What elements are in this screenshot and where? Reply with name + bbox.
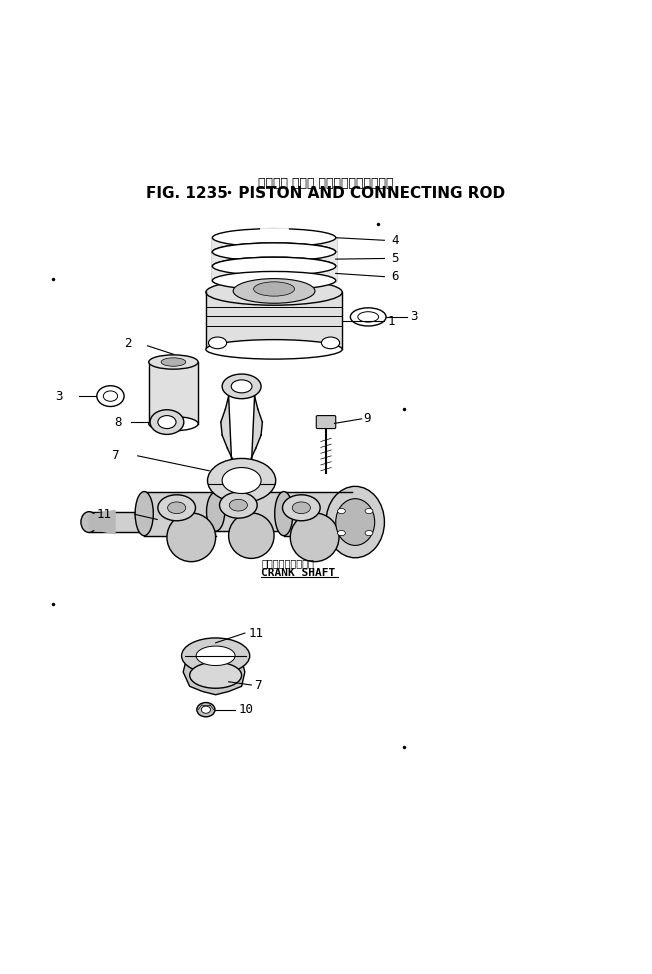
Ellipse shape (207, 459, 276, 503)
Ellipse shape (149, 417, 198, 431)
Ellipse shape (158, 495, 196, 521)
Text: 3: 3 (410, 311, 418, 323)
FancyBboxPatch shape (316, 416, 336, 429)
Ellipse shape (222, 468, 261, 494)
Ellipse shape (350, 308, 386, 326)
Ellipse shape (97, 386, 124, 406)
Ellipse shape (196, 646, 235, 665)
Polygon shape (216, 492, 280, 531)
Ellipse shape (181, 638, 250, 674)
Ellipse shape (206, 280, 342, 305)
Ellipse shape (274, 492, 293, 536)
Ellipse shape (161, 357, 186, 366)
Text: 10: 10 (239, 703, 254, 716)
Ellipse shape (220, 492, 257, 518)
Ellipse shape (326, 486, 385, 558)
Ellipse shape (213, 257, 336, 276)
Ellipse shape (209, 337, 227, 349)
Ellipse shape (365, 531, 373, 536)
Polygon shape (221, 396, 262, 468)
Text: FIG. 1235  PISTON AND CONNECTING ROD: FIG. 1235 PISTON AND CONNECTING ROD (147, 186, 505, 202)
Polygon shape (284, 492, 352, 536)
Ellipse shape (230, 500, 248, 511)
Polygon shape (89, 510, 115, 534)
Ellipse shape (149, 355, 198, 369)
Ellipse shape (290, 513, 339, 562)
Text: クランク　シャフト: クランク シャフト (261, 559, 314, 569)
Ellipse shape (103, 391, 117, 401)
Ellipse shape (213, 243, 336, 261)
Text: 5: 5 (391, 252, 398, 265)
Polygon shape (183, 659, 245, 694)
Ellipse shape (358, 312, 379, 322)
Polygon shape (213, 266, 336, 281)
Ellipse shape (338, 531, 346, 536)
Text: 7: 7 (111, 449, 118, 463)
Ellipse shape (207, 492, 225, 531)
Polygon shape (213, 238, 336, 252)
Ellipse shape (158, 416, 176, 429)
Ellipse shape (81, 511, 97, 533)
Polygon shape (144, 492, 216, 536)
Polygon shape (206, 292, 342, 350)
Text: CRANK SHAFT: CRANK SHAFT (261, 568, 335, 578)
Ellipse shape (150, 410, 184, 434)
Ellipse shape (206, 340, 342, 359)
Text: 4: 4 (391, 234, 398, 246)
Ellipse shape (233, 279, 315, 303)
Polygon shape (149, 362, 198, 424)
Ellipse shape (213, 272, 336, 289)
Text: 9: 9 (364, 412, 371, 426)
Ellipse shape (213, 243, 336, 261)
Text: 2: 2 (125, 337, 132, 351)
Ellipse shape (213, 229, 336, 246)
Text: 11: 11 (96, 507, 111, 521)
Ellipse shape (282, 495, 320, 521)
Ellipse shape (190, 662, 242, 689)
Text: 1: 1 (388, 315, 395, 328)
Ellipse shape (321, 337, 340, 349)
Polygon shape (213, 252, 336, 266)
Ellipse shape (135, 492, 153, 536)
Ellipse shape (222, 374, 261, 398)
Text: ピストン および コネクティングロッド: ピストン および コネクティングロッド (258, 176, 394, 190)
Ellipse shape (231, 380, 252, 393)
Polygon shape (89, 511, 144, 533)
Ellipse shape (338, 508, 346, 513)
Ellipse shape (292, 502, 310, 513)
Ellipse shape (167, 513, 216, 562)
Ellipse shape (254, 281, 295, 296)
Ellipse shape (365, 508, 373, 513)
Ellipse shape (229, 513, 274, 558)
Ellipse shape (213, 257, 336, 276)
Text: 7: 7 (254, 679, 262, 692)
Ellipse shape (201, 706, 211, 713)
Ellipse shape (168, 502, 186, 513)
Text: 6: 6 (391, 270, 398, 283)
Ellipse shape (197, 702, 215, 717)
Text: 3: 3 (55, 390, 63, 402)
Text: 11: 11 (248, 626, 263, 640)
Text: 8: 8 (114, 416, 121, 429)
Ellipse shape (336, 499, 375, 545)
